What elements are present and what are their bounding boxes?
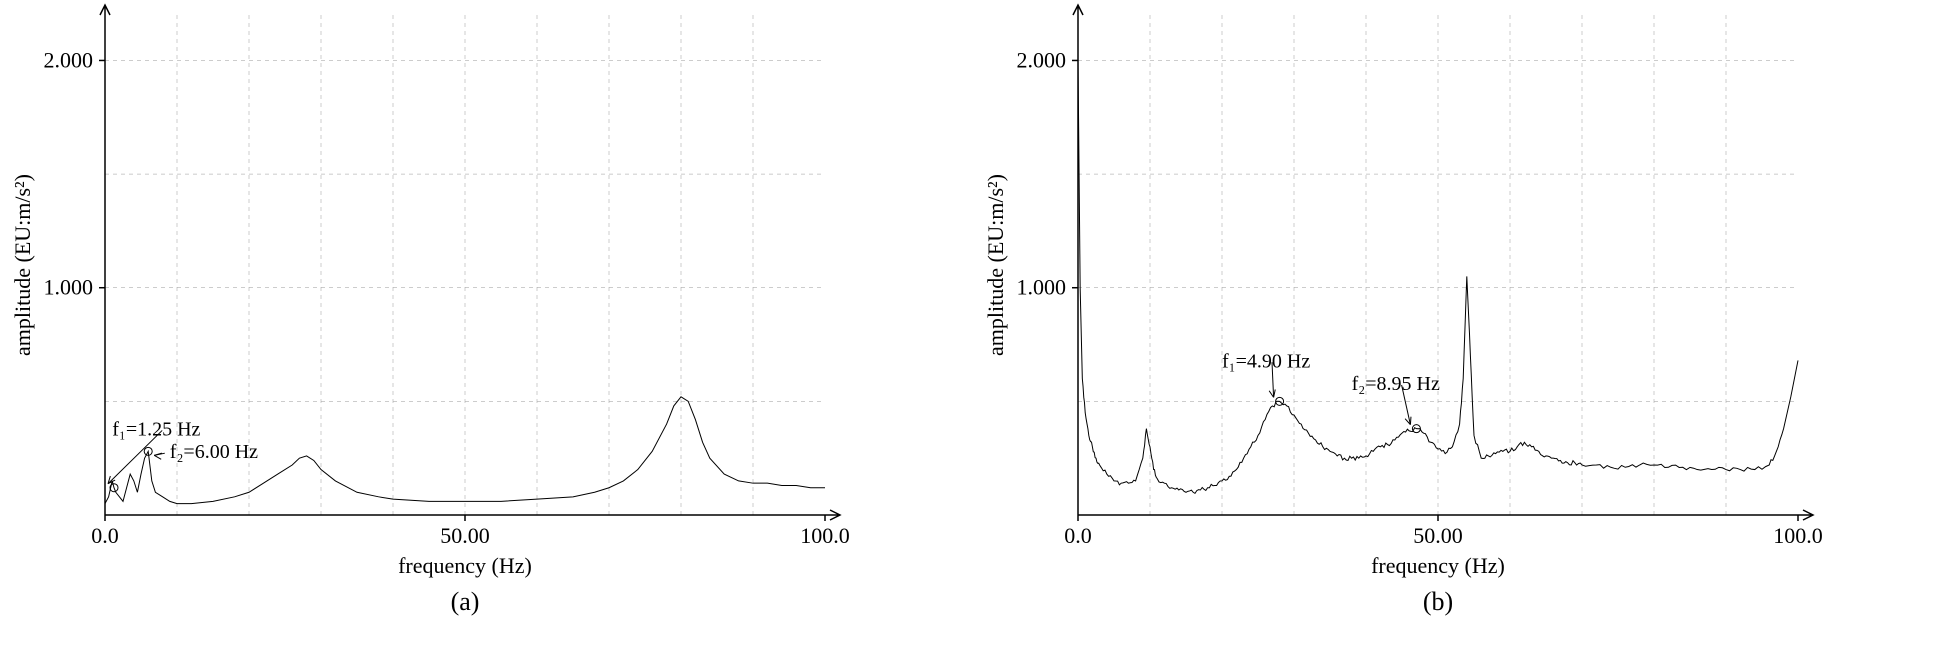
y-tick-label: 1.000	[1017, 275, 1067, 300]
chart-panel-a: 0.0 50.00 100.0 1.000 2.000 frequency (Hz) amp…	[0, 0, 973, 644]
y-tick-label: 2.000	[1017, 47, 1067, 72]
x-axis-label: frequency (Hz)	[398, 553, 532, 578]
x-tick-label: 0.0	[1064, 523, 1092, 548]
x-axis-label: frequency (Hz)	[1371, 553, 1505, 578]
x-tick-label: 50.00	[440, 523, 490, 548]
data-series	[1078, 60, 1798, 493]
x-axis	[1078, 510, 1813, 520]
annotation-label: f₂=6.00 Hz	[170, 441, 258, 463]
panel-label: (a)	[451, 587, 480, 616]
annotation-label: f₁=4.90 Hz	[1222, 350, 1310, 372]
annotation-arrowhead	[1405, 417, 1411, 425]
chart-panel-b: 0.0 50.00 100.0 1.000 2.000 frequency (Hz) amp…	[973, 0, 1945, 644]
annotation-label: f₁=1.25 Hz	[112, 418, 200, 440]
chart-svg: 0.0 50.00 100.0 1.000 2.000 frequency (Hz) amp…	[973, 0, 1945, 644]
y-axis-label: amplitude (EU:m/s²)	[983, 174, 1008, 356]
panel-label: (b)	[1423, 587, 1453, 616]
chart-svg: 0.0 50.00 100.0 1.000 2.000 frequency (Hz) amp…	[0, 0, 973, 644]
x-tick-label: 0.0	[91, 523, 119, 548]
y-tick-label: 1.000	[44, 275, 94, 300]
y-axis	[1073, 5, 1083, 515]
annotation-label: f₂=8.95 Hz	[1352, 373, 1440, 395]
y-axis-label: amplitude (EU:m/s²)	[10, 174, 35, 356]
figure-container: 0.0 50.00 100.0 1.000 2.000 frequency (Hz) amp…	[0, 0, 1945, 644]
y-axis	[100, 5, 110, 515]
x-tick-label: 100.0	[1773, 523, 1823, 548]
x-tick-label: 50.00	[1413, 523, 1463, 548]
y-tick-label: 2.000	[44, 47, 94, 72]
annotation-arrowhead	[1269, 390, 1275, 398]
x-tick-label: 100.0	[800, 523, 850, 548]
x-axis	[105, 510, 840, 520]
